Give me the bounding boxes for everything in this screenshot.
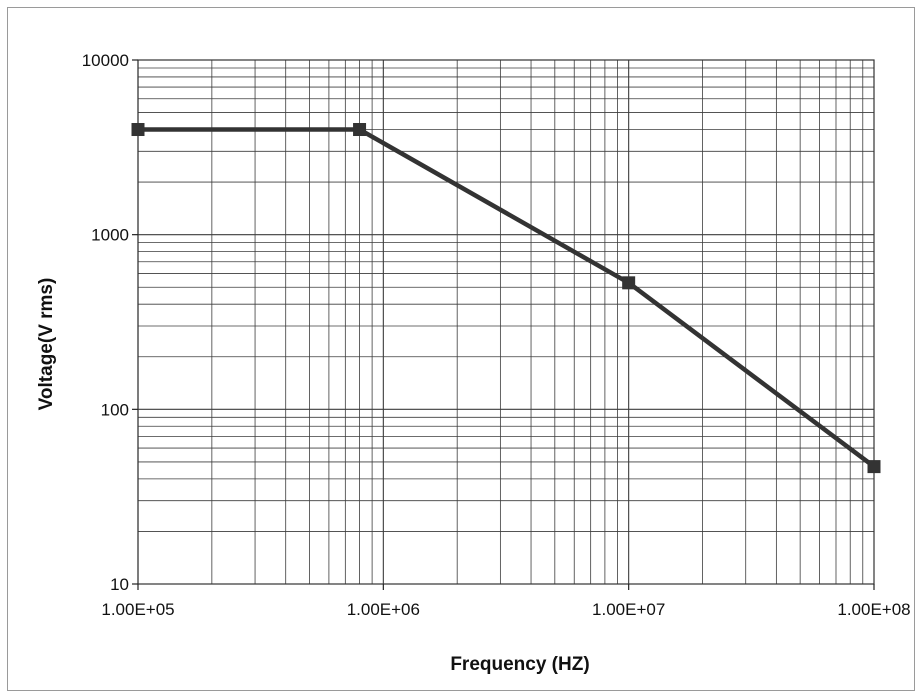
data-point-marker xyxy=(622,276,636,290)
y-tick-label: 10000 xyxy=(82,51,129,70)
series xyxy=(131,123,881,474)
x-tick-label: 1.00E+08 xyxy=(837,600,910,619)
y-tick-label: 1000 xyxy=(91,226,129,245)
data-point-marker xyxy=(867,460,881,474)
data-point-marker xyxy=(131,123,145,137)
x-tick-label: 1.00E+07 xyxy=(592,600,665,619)
data-point-marker xyxy=(353,123,367,137)
tick-labels: 1.00E+05 1.00E+06 1.00E+07 1.00E+08 10 100 100… xyxy=(82,51,911,619)
x-tick-label: 1.00E+06 xyxy=(347,600,420,619)
x-tick-label: 1.00E+05 xyxy=(101,600,174,619)
series-line xyxy=(138,127,876,469)
grid xyxy=(137,60,874,585)
plot-area xyxy=(137,59,875,585)
axes xyxy=(132,59,875,590)
y-tick-label: 100 xyxy=(101,400,129,419)
chart-frame xyxy=(7,7,915,691)
y-axis-title: Voltage(V rms) xyxy=(36,278,57,411)
y-tick-label: 10 xyxy=(110,575,129,594)
x-axis-title: Frequency (HZ) xyxy=(450,654,589,675)
